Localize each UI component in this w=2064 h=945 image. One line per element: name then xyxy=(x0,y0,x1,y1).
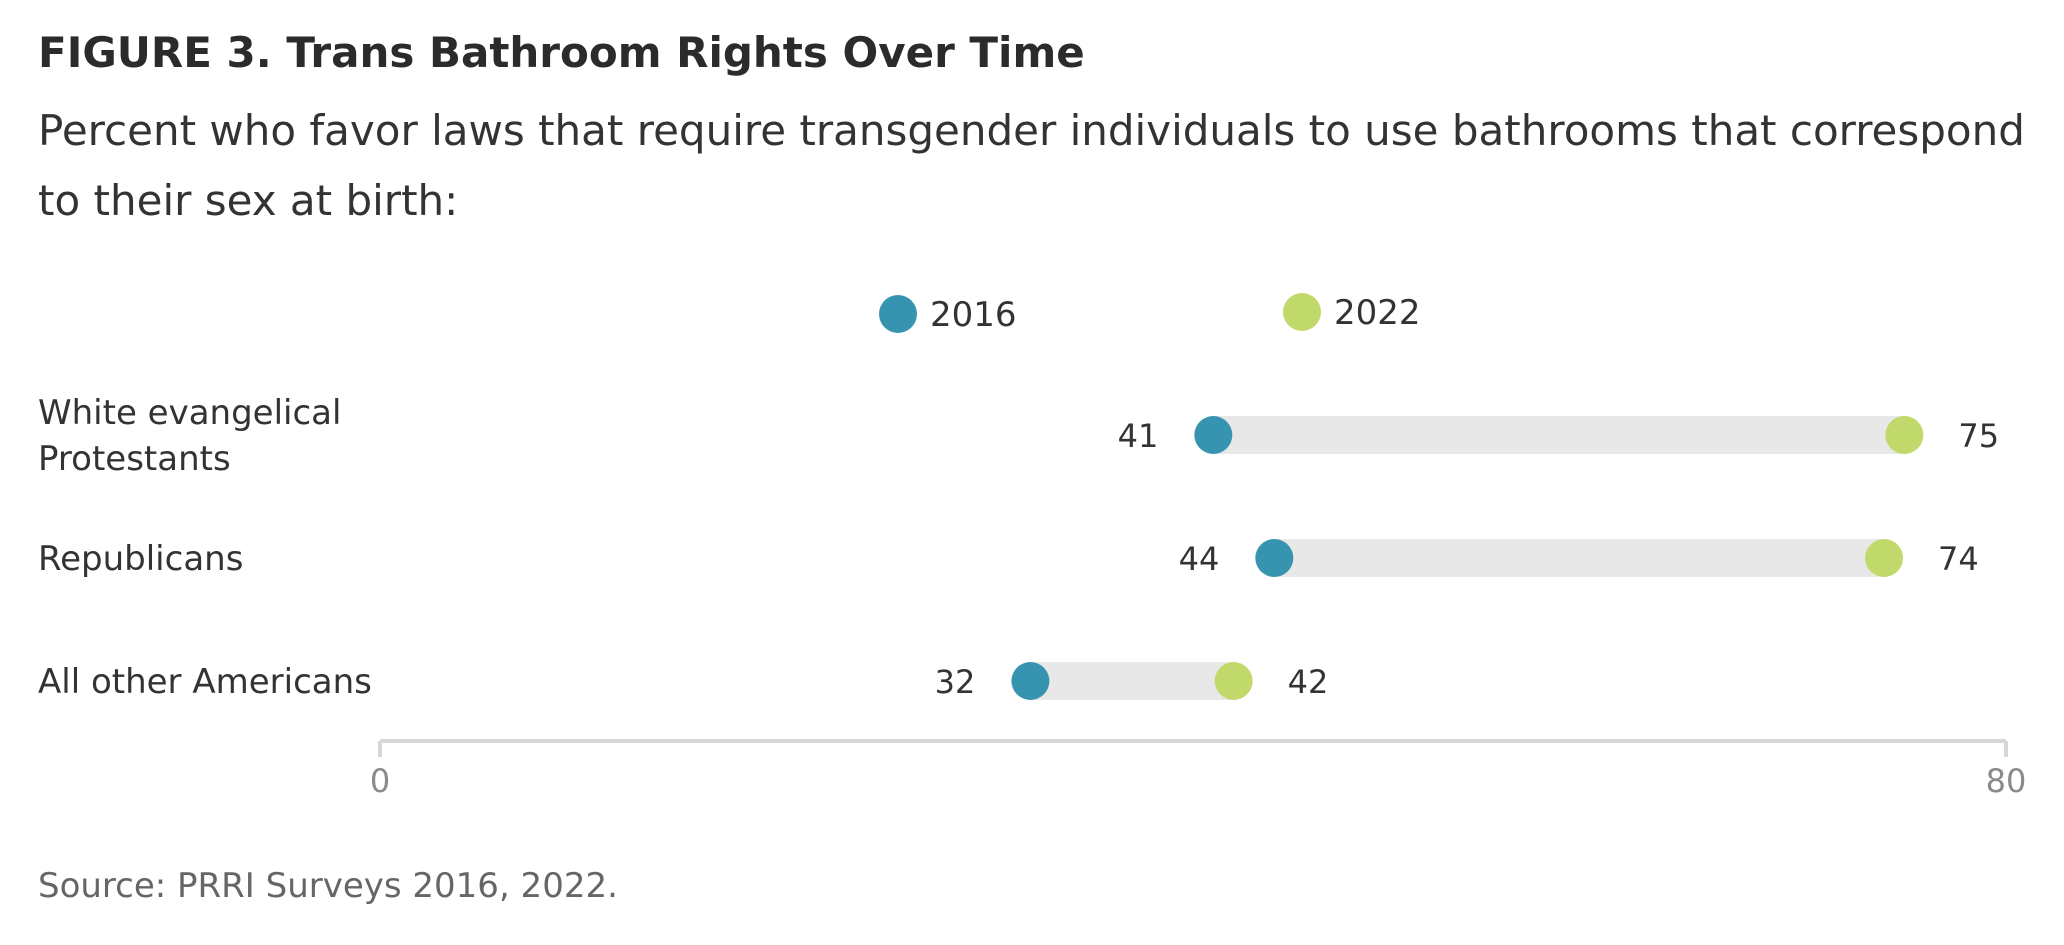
legend-marker-2016 xyxy=(879,295,917,333)
dot-2022 xyxy=(1214,662,1253,700)
range-bar xyxy=(1030,662,1234,700)
range-bar xyxy=(1274,539,1885,577)
value-label-2016: 32 xyxy=(935,663,976,701)
dot-2022 xyxy=(1885,416,1924,454)
value-label-2016: 41 xyxy=(1118,417,1159,455)
range-bar xyxy=(1213,416,1905,454)
value-label-2022: 42 xyxy=(1288,663,1329,701)
x-tick-label: 0 xyxy=(370,762,390,800)
category-label: All other Americans xyxy=(38,662,372,702)
chart-subtitle: Percent who favor laws that require tran… xyxy=(38,106,2025,225)
category-label: Republicans xyxy=(38,539,243,579)
dot-2022 xyxy=(1865,539,1904,577)
dot-2016 xyxy=(1194,416,1233,454)
legend-marker-2022 xyxy=(1283,293,1321,331)
legend-label-2022: 2022 xyxy=(1334,293,1421,333)
dot-2016 xyxy=(1255,539,1294,577)
source-note: Source: PRRI Surveys 2016, 2022. xyxy=(38,866,618,906)
chart-title: FIGURE 3. Trans Bathroom Rights Over Tim… xyxy=(38,28,1085,77)
value-label-2022: 74 xyxy=(1938,540,1979,578)
x-tick-label: 80 xyxy=(1986,762,2027,800)
value-label-2022: 75 xyxy=(1958,417,1999,455)
value-label-2016: 44 xyxy=(1179,540,1220,578)
category-label: White evangelical Protestants xyxy=(38,393,341,479)
legend-label-2016: 2016 xyxy=(930,295,1017,335)
dumbbell-chart: 2016 2022 White evangelical Protestants 41 75… xyxy=(38,293,2027,800)
dot-2016 xyxy=(1011,662,1050,700)
